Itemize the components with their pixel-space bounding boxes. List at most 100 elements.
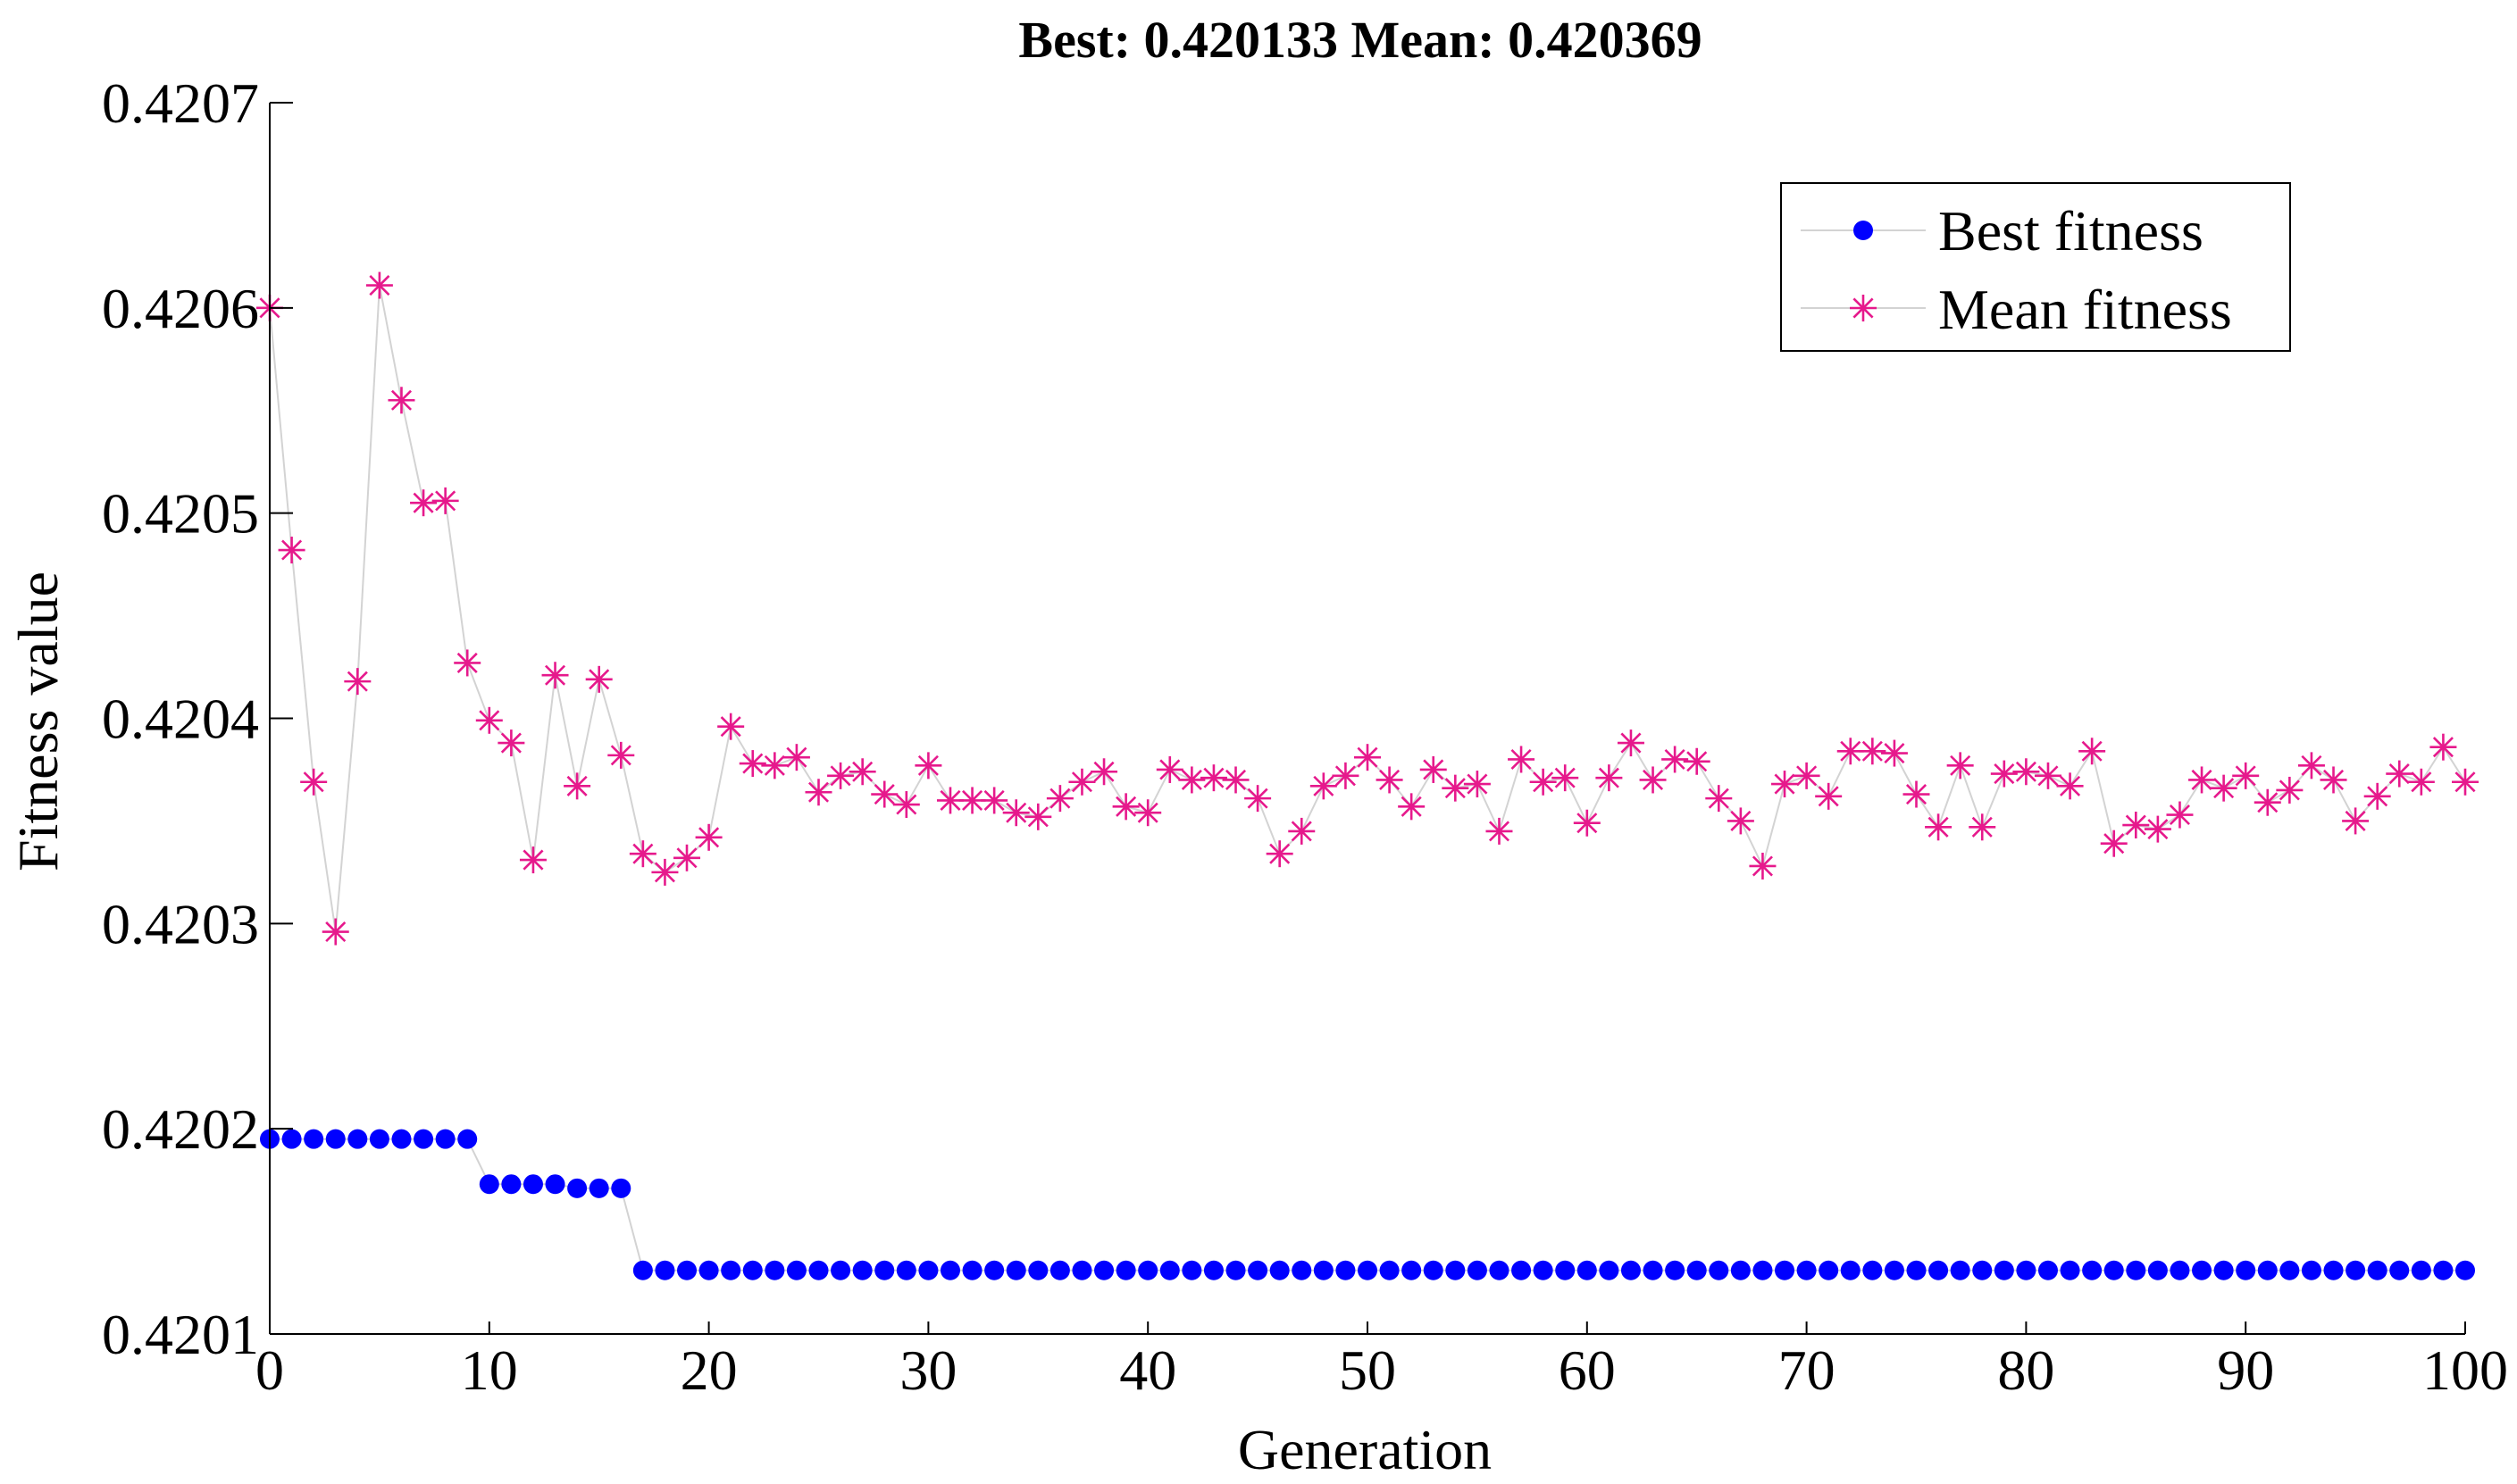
mean-fitness-point — [981, 787, 1008, 814]
mean-fitness-point — [1749, 852, 1777, 880]
y-tick-label: 0.4203 — [102, 892, 259, 955]
mean-fitness-point — [1683, 747, 1710, 775]
y-tick-label: 0.4206 — [102, 277, 259, 340]
best-fitness-point — [369, 1129, 389, 1149]
y-axis-ticks: 0.4201 0.4202 0.4203 0.4204 0.4205 0.4206 0.42… — [102, 71, 293, 1366]
x-tick-label: 40 — [1119, 1338, 1176, 1402]
best-fitness-point — [1884, 1260, 1904, 1280]
mean-fitness-point — [1156, 755, 1183, 783]
best-fitness-point — [852, 1260, 873, 1280]
best-fitness-point — [2279, 1260, 2300, 1280]
best-fitness-point — [1686, 1260, 1707, 1280]
mean-fitness-point — [1529, 768, 1557, 796]
mean-fitness-point — [1046, 785, 1074, 813]
mean-fitness-point — [1354, 744, 1381, 771]
best-fitness-point — [1335, 1260, 1356, 1280]
mean-fitness-point — [1595, 764, 1623, 792]
best-fitness-point — [2037, 1260, 2058, 1280]
best-fitness-point — [1775, 1260, 1795, 1280]
x-tick-label: 0 — [255, 1338, 284, 1402]
mean-fitness-point — [1705, 785, 1733, 813]
mean-fitness-point — [871, 780, 899, 808]
mean-fitness-point — [1112, 793, 1140, 821]
mean-fitness-point — [915, 752, 942, 780]
best-fitness-point — [984, 1260, 1005, 1280]
best-fitness-point — [874, 1260, 895, 1280]
mean-fitness-point — [651, 858, 679, 886]
best-fitness-point — [1028, 1260, 1049, 1280]
mean-fitness-point — [1859, 738, 1886, 765]
mean-fitness-point — [2276, 776, 2304, 804]
mean-fitness-point — [849, 758, 876, 786]
mean-fitness-point — [805, 779, 832, 806]
mean-fitness-point — [585, 665, 613, 693]
best-fitness-point — [2213, 1260, 2234, 1280]
legend-label-mean-fitness: Mean fitness — [1938, 278, 2232, 341]
x-tick-label: 90 — [2217, 1338, 2274, 1402]
best-fitness-point — [2016, 1260, 2036, 1280]
best-fitness-point — [545, 1174, 565, 1195]
best-fitness-point — [896, 1260, 916, 1280]
best-fitness-point — [655, 1260, 675, 1280]
best-fitness-point — [632, 1260, 653, 1280]
best-fitness-point — [962, 1260, 983, 1280]
best-fitness-point — [1620, 1260, 1641, 1280]
best-fitness-point — [1599, 1260, 1619, 1280]
best-fitness-point — [1116, 1260, 1136, 1280]
x-tick-label: 50 — [1339, 1338, 1396, 1402]
best-fitness-point — [1445, 1260, 1466, 1280]
mean-fitness-point — [607, 741, 635, 769]
mean-fitness-point — [1332, 762, 1359, 789]
mean-fitness-point — [1485, 817, 1513, 845]
mean-fitness-point — [2232, 762, 2260, 789]
mean-fitness-point — [1244, 785, 1272, 813]
best-fitness-point — [940, 1260, 960, 1280]
chart-title: Best: 0.420133 Mean: 0.420369 — [1018, 11, 1702, 69]
mean-fitness-point — [1463, 771, 1491, 798]
mean-fitness-point — [1091, 758, 1118, 786]
x-tick-label: 80 — [1997, 1338, 2054, 1402]
mean-fitness-point — [1398, 793, 1426, 821]
x-tick-label: 30 — [899, 1338, 957, 1402]
best-fitness-point — [2301, 1260, 2321, 1280]
best-fitness-point — [1006, 1260, 1026, 1280]
mean-fitness-point — [761, 752, 789, 780]
best-fitness-point — [1269, 1260, 1290, 1280]
best-fitness-point — [2192, 1260, 2212, 1280]
best-fitness-point — [1401, 1260, 1422, 1280]
best-fitness-point — [2389, 1260, 2410, 1280]
mean-fitness-point — [475, 706, 503, 734]
best-fitness-point — [523, 1174, 543, 1195]
best-fitness-point — [1643, 1260, 1663, 1280]
mean-fitness-point — [1551, 764, 1579, 792]
mean-fitness-point — [1508, 746, 1535, 773]
mean-fitness-point — [2122, 812, 2150, 839]
best-fitness-point — [1358, 1260, 1377, 1280]
mean-fitness-point — [564, 772, 591, 800]
best-fitness-point — [2147, 1260, 2168, 1280]
best-fitness-point — [1862, 1260, 1883, 1280]
mean-fitness-point — [2144, 815, 2171, 843]
y-axis-label: Fitness value — [6, 571, 70, 871]
best-fitness-point — [414, 1129, 434, 1149]
mean-fitness-point — [2078, 738, 2106, 765]
best-fitness-point — [1730, 1260, 1751, 1280]
best-fitness-point — [479, 1174, 499, 1195]
mean-fitness-point — [410, 489, 438, 517]
y-tick-label: 0.4202 — [102, 1097, 259, 1161]
mean-fitness-point — [1969, 813, 1996, 841]
best-fitness-point — [1533, 1260, 1553, 1280]
mean-fitness-point — [1002, 799, 1030, 827]
legend-box — [1780, 182, 2291, 352]
mean-fitness-point — [1266, 840, 1293, 868]
x-tick-label: 10 — [461, 1338, 518, 1402]
mean-fitness-point — [717, 713, 745, 740]
best-fitness-point — [1840, 1260, 1861, 1280]
best-fitness-point — [1665, 1260, 1685, 1280]
best-fitness-point — [1313, 1260, 1334, 1280]
best-fitness-point — [1467, 1260, 1487, 1280]
best-fitness-point — [391, 1129, 412, 1149]
best-fitness-point — [2103, 1260, 2124, 1280]
mean-fitness-point — [2452, 768, 2479, 796]
